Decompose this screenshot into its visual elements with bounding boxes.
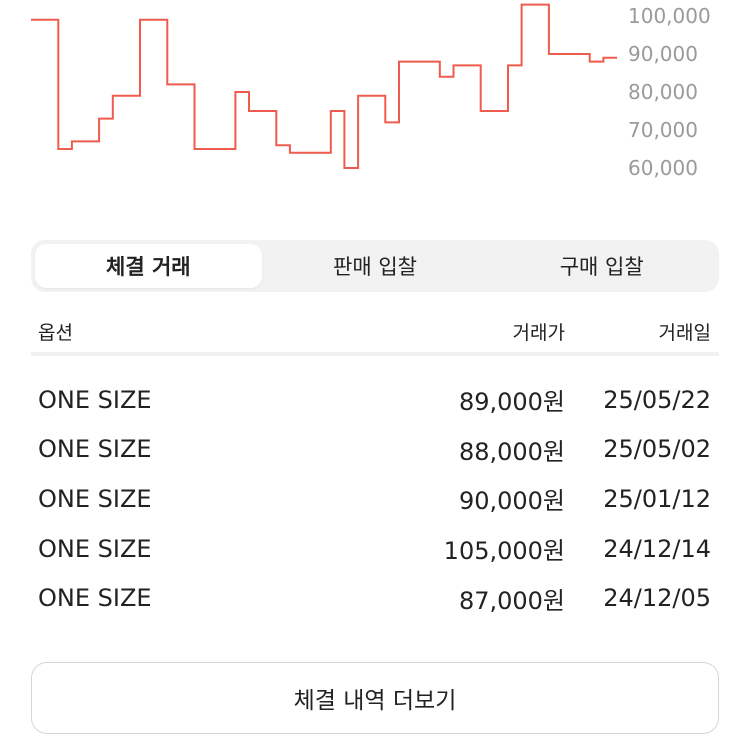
y-axis-tick-label: 90,000 bbox=[628, 42, 698, 66]
price-series-line bbox=[31, 3, 617, 169]
trade-type-tabs: 체결 거래 판매 입찰 구매 입찰 bbox=[31, 240, 719, 292]
row-date: 25/05/02 bbox=[603, 435, 711, 464]
row-price: 89,000원 bbox=[458, 388, 565, 417]
row-date: 25/05/22 bbox=[603, 385, 711, 414]
tab-sell-bids[interactable]: 판매 입찰 bbox=[333, 255, 417, 279]
table-row: ONE SIZE 88,000원 25/05/02 bbox=[31, 425, 719, 475]
row-price: 90,000원 bbox=[458, 487, 565, 516]
row-date: 25/01/12 bbox=[603, 484, 711, 513]
table-row: ONE SIZE 89,000원 25/05/22 bbox=[31, 375, 719, 425]
row-price: 105,000원 bbox=[443, 537, 565, 566]
header-price: 거래가 bbox=[512, 321, 565, 344]
y-axis-tick-label: 80,000 bbox=[628, 80, 698, 104]
row-date: 24/12/05 bbox=[603, 584, 711, 613]
view-more-trades-button[interactable]: 체결 내역 더보기 bbox=[31, 662, 719, 734]
trade-table-body: ONE SIZE 89,000원 25/05/22 ONE SIZE 88,00… bbox=[31, 375, 719, 623]
table-row: ONE SIZE 87,000원 24/12/05 bbox=[31, 573, 719, 623]
trade-table-header: 옵션 거래가 거래일 bbox=[31, 310, 719, 356]
tab-completed-trades[interactable]: 체결 거래 bbox=[35, 244, 262, 288]
price-line-chart-svg: 100,000 90,000 80,000 70,000 60,000 bbox=[31, 3, 711, 180]
row-price: 88,000원 bbox=[458, 437, 565, 466]
y-axis-tick-label: 100,000 bbox=[628, 4, 711, 28]
table-row: ONE SIZE 90,000원 25/01/12 bbox=[31, 474, 719, 524]
row-option: ONE SIZE bbox=[38, 435, 152, 464]
row-option: ONE SIZE bbox=[38, 534, 152, 563]
price-history-chart: 100,000 90,000 80,000 70,000 60,000 bbox=[0, 0, 750, 200]
table-row: ONE SIZE 105,000원 24/12/14 bbox=[31, 524, 719, 574]
row-option: ONE SIZE bbox=[38, 584, 152, 613]
header-date: 거래일 bbox=[658, 321, 711, 344]
row-price: 87,000원 bbox=[458, 586, 565, 615]
y-axis-tick-label: 70,000 bbox=[628, 118, 698, 142]
header-option: 옵션 bbox=[38, 321, 73, 344]
row-date: 24/12/14 bbox=[603, 534, 711, 563]
tab-buy-bids[interactable]: 구매 입찰 bbox=[559, 255, 644, 279]
row-option: ONE SIZE bbox=[38, 484, 152, 513]
y-axis-tick-label: 60,000 bbox=[628, 156, 698, 180]
row-option: ONE SIZE bbox=[38, 385, 152, 414]
